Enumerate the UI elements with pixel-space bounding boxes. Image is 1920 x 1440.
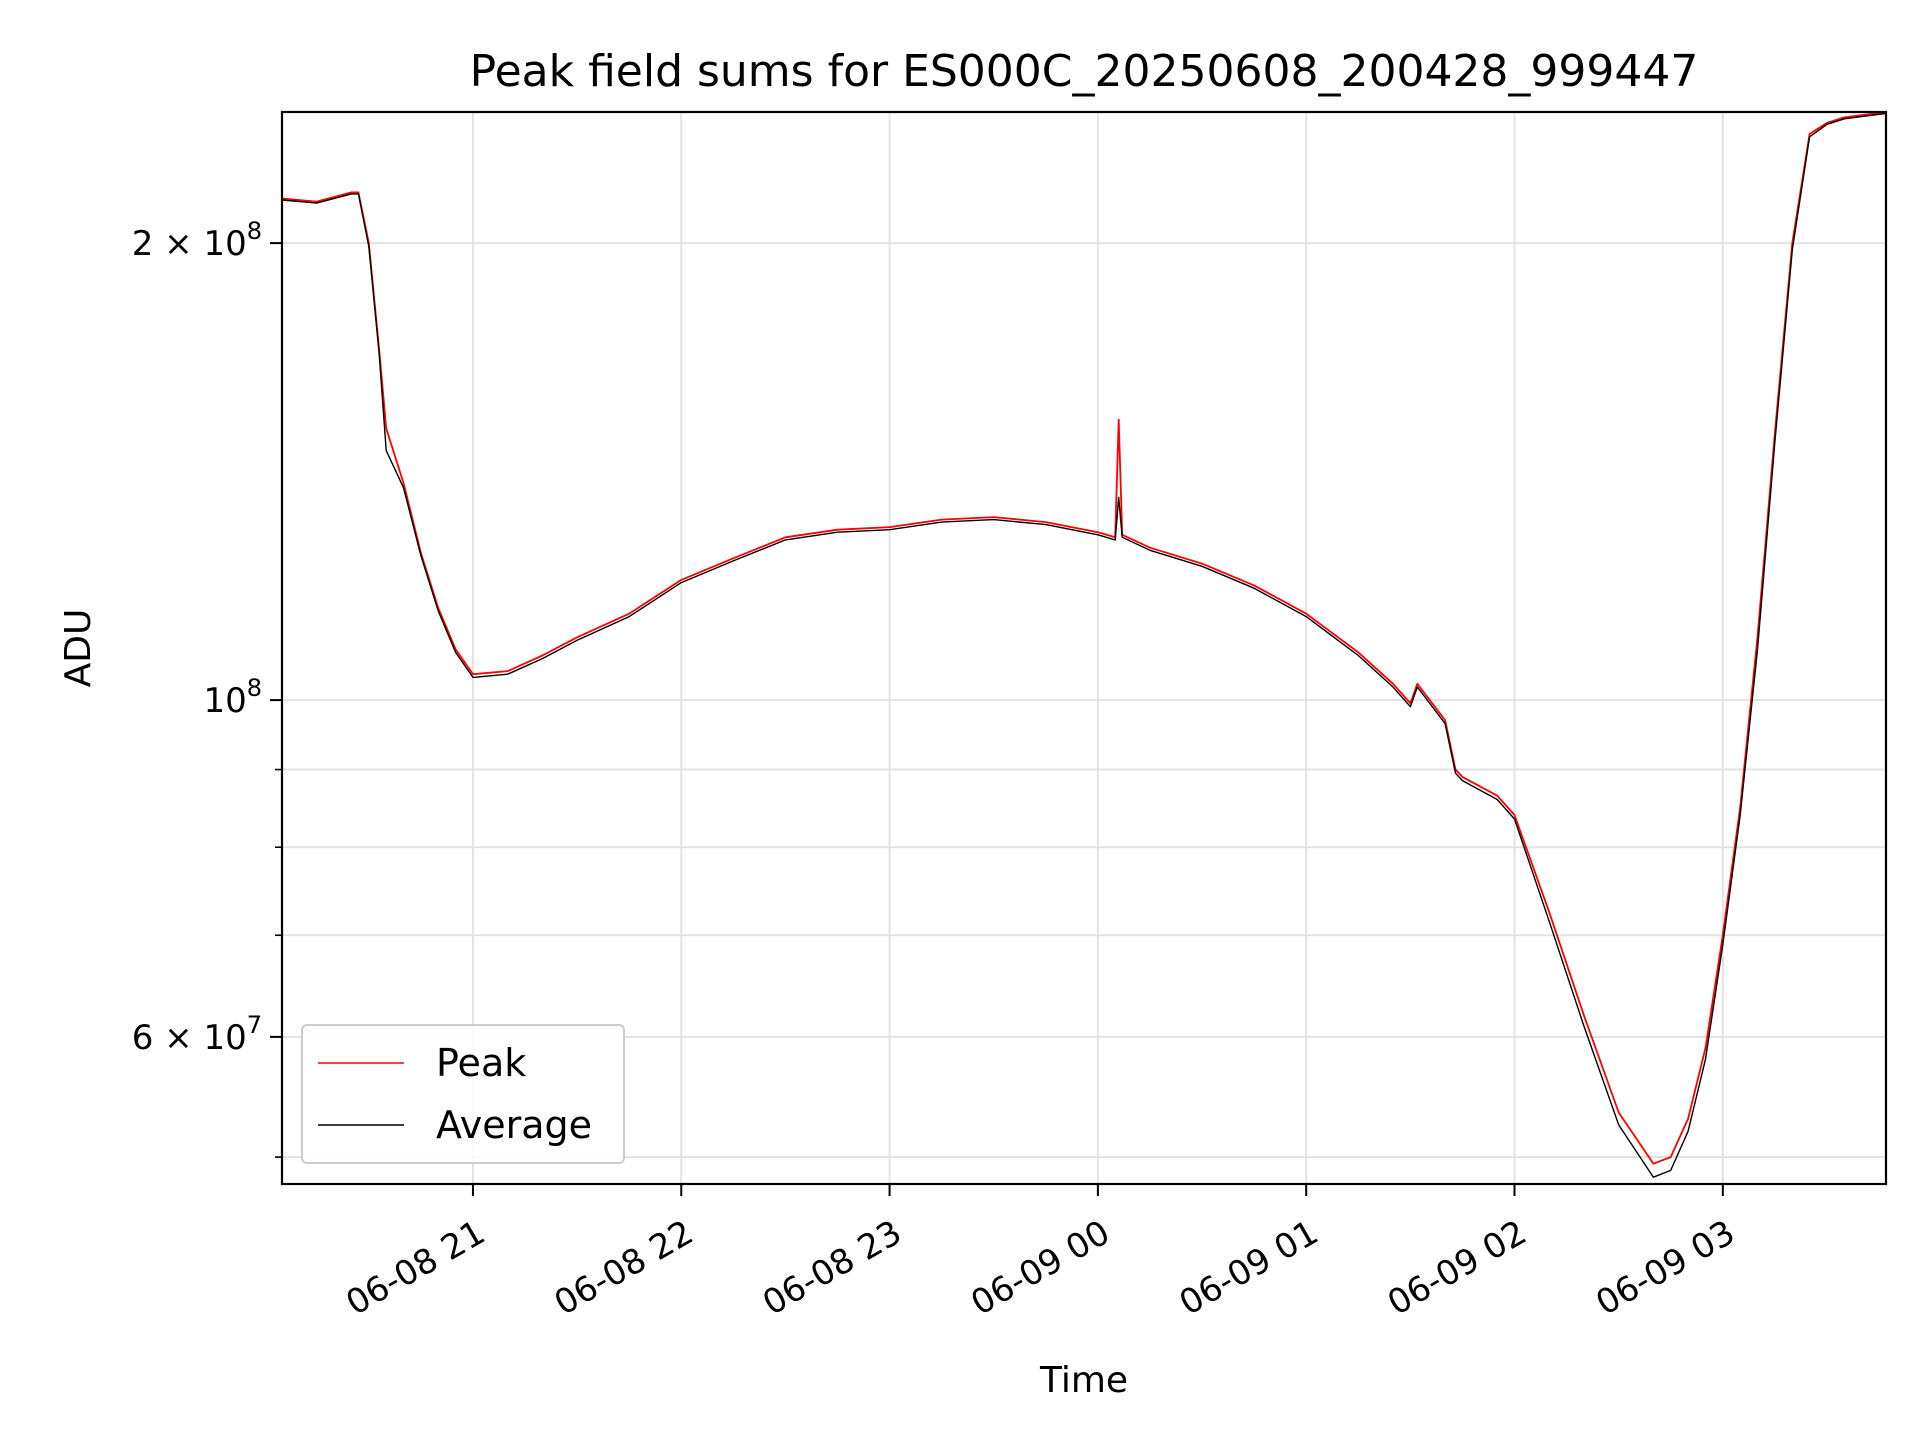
series-layer (281, 111, 1887, 1178)
legend: Peak Average (301, 1024, 625, 1164)
chart-title: Peak field sums for ES000C_20250608_2004… (470, 46, 1699, 97)
y-tick-label: 2 × 108 (132, 217, 262, 264)
legend-box (301, 1024, 625, 1164)
series-line-peak (281, 111, 1887, 1165)
legend-label-peak: Peak (436, 1041, 526, 1085)
legend-label-average: Average (436, 1103, 592, 1147)
y-tick-label: 108 (203, 674, 262, 721)
series-line-average (281, 112, 1887, 1178)
x-axis-label: Time (1039, 1360, 1128, 1401)
plot-area-frame (280, 110, 1888, 1186)
y-tick-label: 6 × 107 (132, 1011, 262, 1058)
y-axis-label: ADU (58, 609, 99, 688)
